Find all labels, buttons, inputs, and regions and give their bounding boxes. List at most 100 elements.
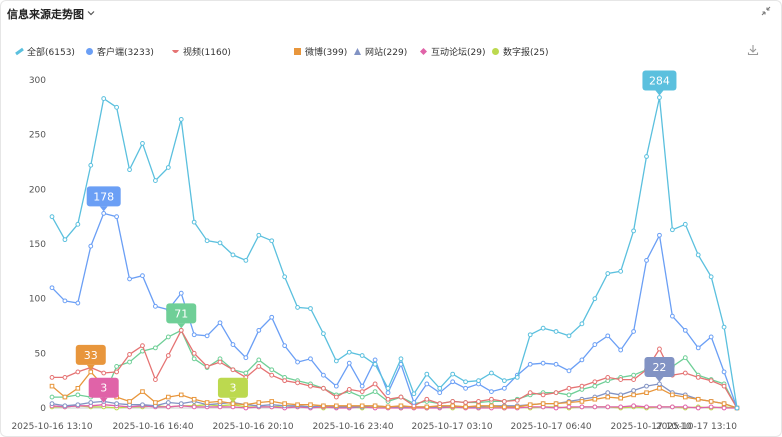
data-point[interactable] [308,383,313,389]
data-point[interactable] [230,367,236,373]
legend-item[interactable]: 视频(1160) [171,45,231,58]
data-point[interactable] [437,385,443,391]
data-point[interactable] [592,342,598,347]
data-point[interactable] [398,403,404,409]
data-point[interactable] [88,162,94,168]
data-point[interactable] [476,403,481,409]
data-point[interactable] [618,377,624,382]
data-point[interactable] [140,389,145,394]
data-point[interactable] [398,394,404,400]
data-point[interactable] [489,403,494,409]
data-point[interactable] [450,403,455,409]
data-point[interactable] [618,395,623,401]
data-point[interactable] [618,404,624,410]
data-point[interactable] [165,165,171,170]
data-point[interactable] [166,394,171,400]
data-point[interactable] [476,378,481,384]
data-point[interactable] [669,404,675,410]
data-point[interactable] [217,399,223,404]
data-point[interactable] [230,252,236,258]
data-point[interactable] [346,360,352,366]
data-point[interactable] [579,399,585,404]
data-point[interactable] [721,324,727,330]
data-point[interactable] [282,274,288,280]
data-point[interactable] [114,364,120,369]
data-point[interactable] [191,356,197,362]
data-point[interactable] [295,402,300,408]
data-point[interactable] [256,400,262,405]
data-point[interactable] [682,370,688,376]
data-point[interactable] [256,364,262,369]
data-point[interactable] [165,334,171,340]
data-point[interactable] [346,349,352,355]
data-point[interactable] [127,276,132,282]
data-point[interactable] [385,404,391,410]
data-point[interactable] [269,314,275,320]
data-point[interactable] [385,385,391,391]
data-point[interactable] [501,399,507,404]
chevron-down-icon[interactable] [87,9,95,20]
data-point[interactable] [282,401,287,406]
data-point[interactable] [592,296,598,302]
data-point[interactable] [398,356,404,362]
data-point[interactable] [295,380,300,386]
data-point[interactable] [566,333,572,339]
data-point[interactable] [204,400,210,405]
data-point[interactable] [463,379,468,385]
data-point[interactable] [372,403,378,409]
data-point[interactable] [682,355,688,361]
data-point[interactable] [140,141,145,146]
data-point[interactable] [579,321,585,327]
data-point[interactable] [708,274,714,280]
data-point[interactable] [359,394,365,400]
data-point[interactable] [152,303,158,309]
data-point[interactable] [708,334,714,340]
data-point[interactable] [644,390,649,395]
legend-item[interactable]: 微博(399) [293,45,347,58]
data-point[interactable] [605,271,611,276]
data-point[interactable] [553,405,559,411]
data-point[interactable] [75,369,81,375]
data-point[interactable] [230,342,236,347]
data-point[interactable] [372,381,378,387]
data-point[interactable] [178,401,184,407]
data-point[interactable] [269,367,275,373]
data-point[interactable] [269,372,275,378]
data-point[interactable] [514,397,520,403]
data-point[interactable] [592,396,598,402]
data-point[interactable] [152,377,158,382]
legend-item[interactable]: 网站(229) [353,45,407,58]
data-point[interactable] [127,352,132,357]
data-point[interactable] [140,273,145,279]
data-point[interactable] [333,394,339,400]
data-point[interactable] [553,361,559,367]
data-point[interactable] [644,383,649,389]
data-point[interactable] [721,383,727,389]
data-point[interactable] [605,404,611,410]
data-point[interactable] [372,389,378,395]
data-point[interactable] [191,396,197,402]
data-point[interactable] [101,370,107,376]
data-point[interactable] [450,399,456,404]
data-point[interactable] [540,401,546,406]
data-point[interactable] [75,402,81,408]
data-point[interactable] [695,374,701,380]
data-point[interactable] [178,392,184,398]
data-point[interactable] [695,405,701,411]
data-point[interactable] [153,400,158,405]
data-point[interactable] [631,377,637,382]
data-point[interactable] [553,401,559,406]
data-point[interactable] [321,403,326,409]
data-point[interactable] [411,400,417,405]
data-point[interactable] [592,404,598,410]
data-point[interactable] [217,320,223,326]
data-point[interactable] [553,329,559,334]
data-point[interactable] [191,404,197,410]
data-point[interactable] [721,369,727,375]
data-point[interactable] [191,332,197,338]
data-point[interactable] [527,361,533,367]
data-point[interactable] [708,404,714,410]
data-point[interactable] [605,333,611,339]
data-point[interactable] [553,390,559,396]
legend-item[interactable]: 全部(6153) [15,45,75,58]
